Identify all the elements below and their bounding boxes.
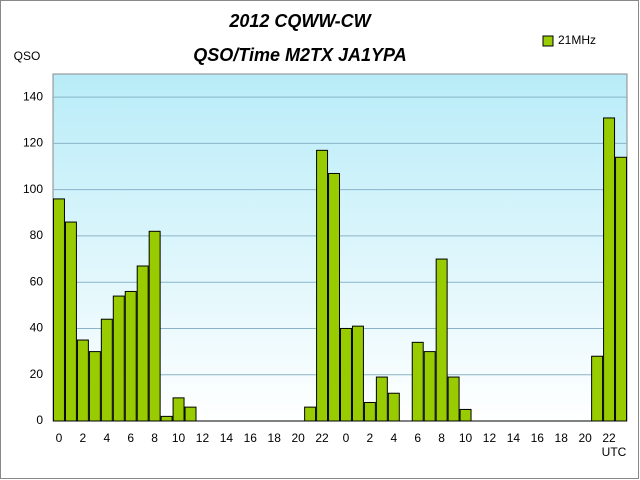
legend-label: 21MHz: [558, 33, 596, 47]
x-tick-label: 6: [127, 431, 134, 445]
bar: [136, 265, 149, 422]
x-tick-label: 10: [172, 431, 186, 445]
chart-title: 2012 CQWW-CW: [228, 11, 372, 31]
bar: [411, 341, 424, 422]
bar: [340, 327, 352, 422]
x-tick-label: 14: [220, 431, 234, 445]
y-tick-label: 40: [30, 321, 44, 335]
x-tick-label: 20: [578, 431, 592, 445]
x-tick-label: 22: [315, 431, 329, 445]
x-tick-label: 4: [103, 431, 110, 445]
bar: [615, 156, 628, 422]
x-tick-label: 12: [196, 431, 210, 445]
bar: [304, 406, 317, 422]
chart-subtitle: QSO/Time M2TX JA1YPA: [193, 45, 406, 65]
y-tick-label: 140: [23, 89, 43, 103]
x-tick-label: 10: [459, 431, 473, 445]
bar: [76, 339, 89, 422]
bar: [459, 408, 472, 422]
bar: [351, 325, 364, 422]
bar: [53, 198, 65, 422]
bar: [160, 415, 173, 422]
bar: [435, 258, 448, 422]
bar: [423, 351, 436, 422]
x-tick-label: 0: [56, 431, 63, 445]
y-axis-label: QSO: [14, 49, 41, 63]
y-tick-label: 60: [30, 274, 44, 288]
bar: [100, 318, 113, 422]
x-tick-label: 16: [531, 431, 545, 445]
x-tick-label: 12: [483, 431, 497, 445]
bar: [375, 376, 388, 422]
x-tick-label: 18: [268, 431, 282, 445]
x-tick-label: 4: [390, 431, 397, 445]
x-tick-label: 8: [438, 431, 445, 445]
bar: [363, 401, 376, 422]
bar: [184, 406, 197, 422]
y-tick-label: 20: [30, 367, 44, 381]
bar: [316, 149, 329, 422]
x-tick-label: 2: [80, 431, 87, 445]
bar: [88, 351, 101, 422]
bar: [591, 355, 604, 422]
bar: [124, 290, 137, 422]
y-tick-label: 0: [36, 413, 43, 427]
x-tick-label: 2: [367, 431, 374, 445]
bar: [112, 295, 125, 422]
x-tick-label: 22: [602, 431, 616, 445]
bar: [328, 172, 340, 422]
bar: [387, 392, 400, 422]
x-tick-label: 16: [244, 431, 258, 445]
bar: [64, 221, 77, 422]
x-tick-label: 18: [555, 431, 569, 445]
y-tick-label: 100: [23, 182, 43, 196]
x-axis-label: UTC: [602, 445, 627, 459]
x-tick-label: 6: [414, 431, 421, 445]
x-tick-label: 8: [151, 431, 158, 445]
bar: [447, 376, 460, 422]
x-tick-label: 14: [507, 431, 521, 445]
x-tick-label: 20: [291, 431, 305, 445]
bar: [603, 117, 616, 422]
x-tick-label: 0: [343, 431, 350, 445]
y-tick-label: 80: [30, 228, 44, 242]
bar: [172, 397, 185, 422]
y-tick-label: 120: [23, 136, 43, 150]
legend-swatch: [542, 35, 554, 47]
bar: [148, 230, 161, 422]
